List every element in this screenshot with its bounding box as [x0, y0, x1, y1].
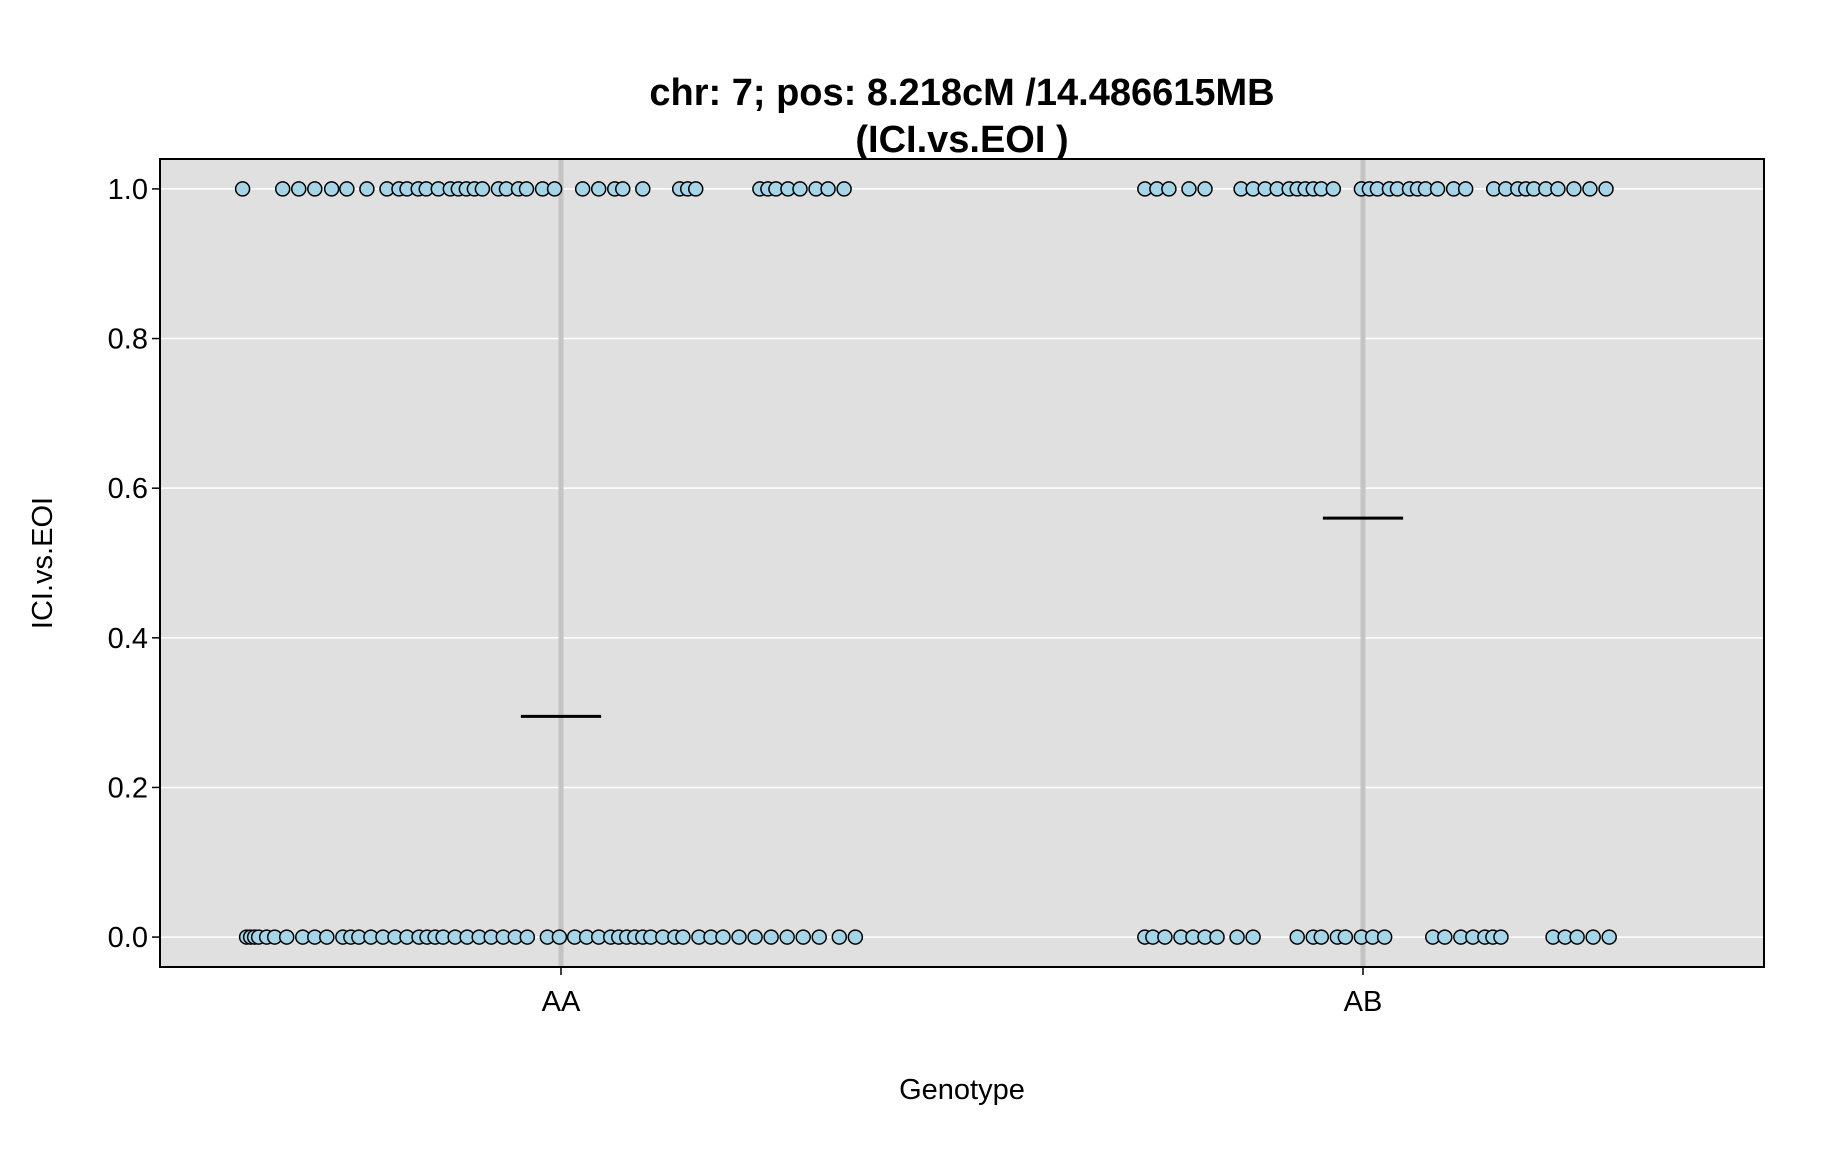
y-tick-label: 0.6 — [108, 473, 148, 505]
data-point — [290, 181, 307, 197]
data-point — [1585, 929, 1601, 945]
mean-lines — [520, 516, 1404, 718]
data-point — [747, 929, 763, 945]
data-point — [278, 929, 295, 945]
x-axis-title: Genotype — [899, 1074, 1025, 1106]
data-point — [518, 181, 535, 197]
data-point — [1582, 181, 1598, 197]
data-point — [323, 181, 340, 197]
plot-panel-border — [159, 158, 1765, 968]
y-tick-label: 1.0 — [108, 174, 148, 206]
data-point — [1337, 929, 1354, 945]
data-point — [635, 181, 651, 197]
chart-subtitle: (ICI.vs.EOI ) — [855, 119, 1068, 161]
data-point — [1601, 929, 1617, 945]
data-point — [1209, 929, 1225, 945]
data-point — [1429, 181, 1446, 197]
data-point — [675, 929, 691, 945]
data-point — [795, 929, 811, 945]
data-point — [1493, 929, 1509, 945]
data-point — [1566, 181, 1582, 197]
x-axis-ticks: AA AB — [542, 967, 1383, 1018]
data-point — [831, 929, 848, 945]
y-tick-label: 0.0 — [108, 922, 148, 954]
data-point — [1550, 181, 1566, 197]
data-point — [551, 929, 568, 945]
data-point — [1245, 929, 1261, 945]
data-point — [519, 929, 536, 945]
data-point — [687, 181, 704, 197]
data-point — [1325, 181, 1342, 197]
data-point — [546, 181, 563, 197]
x-tick-label: AA — [542, 986, 581, 1018]
data-points — [234, 181, 1617, 945]
data-point — [1197, 181, 1213, 197]
data-point — [811, 929, 827, 945]
data-point — [590, 181, 607, 197]
data-point — [779, 929, 795, 945]
y-tick-label: 0.4 — [108, 623, 148, 655]
data-point — [1289, 929, 1305, 945]
data-point — [574, 181, 591, 197]
data-point — [1157, 929, 1173, 945]
data-point — [792, 181, 808, 197]
data-point — [234, 181, 251, 197]
data-point — [715, 929, 731, 945]
data-point — [731, 929, 747, 945]
data-point — [1161, 181, 1177, 197]
data-point — [359, 181, 375, 197]
data-point — [1313, 929, 1330, 945]
data-point — [615, 181, 631, 197]
data-point — [1457, 181, 1474, 197]
data-point — [307, 181, 323, 197]
data-point — [1569, 929, 1585, 945]
chart-title: chr: 7; pos: 8.218cM /14.486615MB — [649, 72, 1274, 114]
data-point — [1229, 929, 1245, 945]
data-point — [820, 181, 836, 197]
data-point — [474, 181, 491, 197]
plot-panel-background — [160, 159, 1764, 967]
data-point — [339, 181, 355, 197]
y-axis-ticks: 0.0 0.2 0.4 0.6 0.8 1.0 — [108, 174, 160, 954]
data-point — [1598, 181, 1614, 197]
category-lines — [558, 159, 1366, 967]
y-tick-label: 0.2 — [108, 772, 148, 804]
data-point — [274, 181, 291, 197]
data-point — [1376, 929, 1393, 945]
data-point — [847, 929, 864, 945]
data-point — [836, 181, 852, 197]
x-tick-label: AB — [1344, 986, 1383, 1018]
data-point — [319, 929, 335, 945]
data-point — [1181, 181, 1197, 197]
y-tick-label: 0.8 — [108, 324, 148, 356]
data-point — [1437, 929, 1453, 945]
data-point — [763, 929, 779, 945]
y-axis-title: ICI.vs.EOI — [27, 497, 59, 629]
